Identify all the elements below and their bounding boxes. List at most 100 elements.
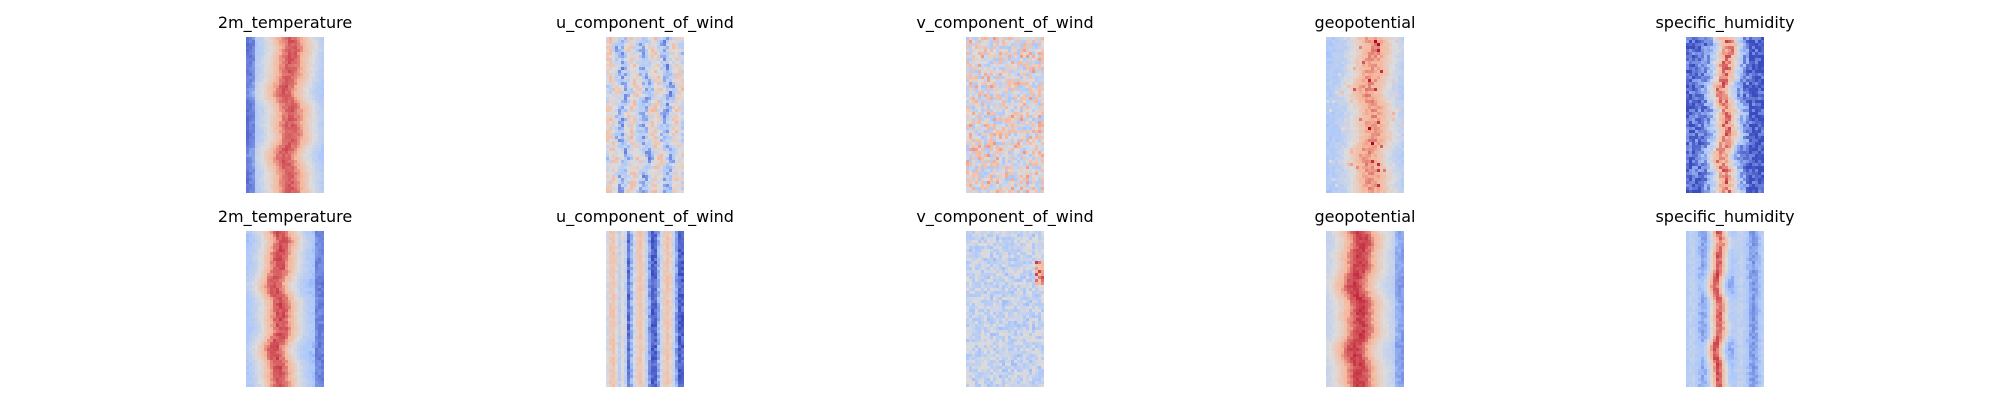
heatmap-cell xyxy=(966,133,970,137)
heatmap-cell xyxy=(645,55,649,59)
heatmap-cell xyxy=(984,52,988,56)
heatmap-cell xyxy=(270,124,274,128)
heatmap-cell xyxy=(996,97,1000,101)
heatmap-cell xyxy=(1326,91,1330,95)
heatmap-cell xyxy=(312,166,316,170)
heatmap-cell xyxy=(252,172,256,176)
heatmap-cell xyxy=(1374,100,1378,104)
heatmap-cell xyxy=(273,61,277,65)
heatmap-cell xyxy=(1023,115,1027,119)
heatmap-cell xyxy=(258,190,262,193)
heatmap-cell xyxy=(1014,166,1018,170)
heatmap-cell xyxy=(318,184,322,188)
heatmap-cell xyxy=(282,124,286,128)
heatmap-cell xyxy=(1338,70,1342,74)
heatmap-cell xyxy=(291,49,295,53)
heatmap-cell xyxy=(1023,121,1027,125)
heatmap-cell xyxy=(1368,139,1372,143)
heatmap-cell xyxy=(1365,58,1369,62)
heatmap-cell xyxy=(975,142,979,146)
heatmap-cell xyxy=(255,124,259,128)
heatmap-cell xyxy=(978,52,982,56)
heatmap-cell xyxy=(303,67,307,71)
heatmap-cell xyxy=(1383,49,1387,53)
heatmap-cell xyxy=(267,118,271,122)
heatmap-cell xyxy=(639,55,643,59)
heatmap-cell xyxy=(1026,61,1030,65)
heatmap-cell xyxy=(279,61,283,65)
heatmap-cell xyxy=(1338,103,1342,107)
heatmap-cell xyxy=(1374,142,1378,146)
heatmap-cell xyxy=(309,139,313,143)
heatmap-cell xyxy=(990,166,994,170)
heatmap-cell xyxy=(273,151,277,155)
heatmap-cell xyxy=(639,49,643,53)
heatmap-cell xyxy=(291,154,295,158)
heatmap-cell xyxy=(306,124,310,128)
heatmap-cell xyxy=(291,166,295,170)
heatmap-cell xyxy=(1008,61,1012,65)
heatmap-cell xyxy=(966,88,970,92)
heatmap-cell xyxy=(1332,130,1336,134)
heatmap-cell xyxy=(1353,136,1357,140)
heatmap-cell xyxy=(258,142,262,146)
heatmap-cell xyxy=(630,85,634,89)
heatmap-cell xyxy=(969,133,973,137)
heatmap-cell xyxy=(1377,55,1381,59)
heatmap-cell xyxy=(975,61,979,65)
heatmap-cell xyxy=(621,145,625,149)
heatmap-cell xyxy=(285,55,289,59)
heatmap-cell xyxy=(993,154,997,158)
heatmap-cell xyxy=(279,76,283,80)
heatmap-cell xyxy=(645,43,649,47)
heatmap-cell xyxy=(999,181,1003,185)
heatmap-cell xyxy=(987,151,991,155)
heatmap-cell xyxy=(318,118,322,122)
heatmap-cell xyxy=(615,97,619,101)
heatmap-cell xyxy=(1398,64,1402,68)
heatmap-cell xyxy=(624,145,628,149)
heatmap-cell xyxy=(993,127,997,131)
heatmap-cell xyxy=(297,151,301,155)
heatmap-cell xyxy=(246,88,250,92)
heatmap-cell xyxy=(303,172,307,176)
heatmap-cell xyxy=(669,109,673,113)
heatmap-cell xyxy=(1374,133,1378,137)
heatmap-cell xyxy=(1008,121,1012,125)
heatmap-cell xyxy=(624,106,628,110)
heatmap-cell xyxy=(1368,88,1372,92)
heatmap-cell xyxy=(654,178,658,182)
heatmap-cell xyxy=(1017,37,1021,41)
heatmap-cell xyxy=(966,139,970,143)
heatmap-cell xyxy=(633,133,637,137)
heatmap-cell xyxy=(1380,106,1384,110)
heatmap-cell xyxy=(303,151,307,155)
heatmap-cell xyxy=(1389,73,1393,77)
heatmap-cell xyxy=(972,166,976,170)
heatmap-cell xyxy=(1341,106,1345,110)
heatmap-cell xyxy=(1386,55,1390,59)
heatmap-cell xyxy=(621,73,625,77)
heatmap-cell xyxy=(1335,136,1339,140)
heatmap-cell xyxy=(972,148,976,152)
heatmap-cell xyxy=(648,106,652,110)
heatmap-cell xyxy=(1350,139,1354,143)
heatmap-cell xyxy=(1017,145,1021,149)
heatmap-cell xyxy=(321,52,324,56)
heatmap-cell xyxy=(288,172,292,176)
heatmap-cell xyxy=(624,49,628,53)
heatmap-cell xyxy=(996,160,1000,164)
heatmap-cell xyxy=(630,133,634,137)
heatmap-cell xyxy=(1389,94,1393,98)
heatmap-cell xyxy=(639,76,643,80)
heatmap-cell xyxy=(627,49,631,53)
heatmap-cell xyxy=(678,160,682,164)
heatmap-cell xyxy=(1338,139,1342,143)
heatmap-cell xyxy=(1335,37,1339,41)
heatmap-cell xyxy=(318,163,322,167)
heatmap-cell xyxy=(981,154,985,158)
heatmap-cell xyxy=(675,58,679,62)
heatmap-cell xyxy=(1005,160,1009,164)
heatmap-cell xyxy=(282,190,286,193)
heatmap-cell xyxy=(999,133,1003,137)
